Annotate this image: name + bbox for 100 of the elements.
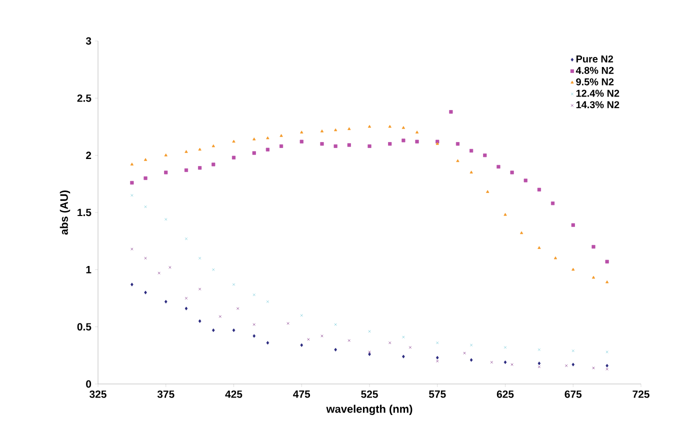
point: [490, 360, 494, 364]
point: [402, 126, 406, 129]
y-tick-label: 0.5: [77, 323, 92, 331]
point: [198, 148, 202, 151]
point: [470, 344, 473, 346]
point: [572, 268, 575, 271]
point: [334, 144, 338, 148]
point: [184, 237, 188, 240]
point: [347, 143, 351, 147]
point: [300, 140, 304, 144]
point: [510, 363, 514, 366]
point: [232, 140, 236, 143]
point: [456, 142, 460, 146]
legend-label: Pure N2: [576, 55, 614, 63]
point: [252, 323, 256, 326]
point: [130, 248, 134, 250]
point: [130, 162, 134, 166]
legend-label: 4.8% N2: [576, 66, 614, 74]
point: [198, 166, 202, 170]
x-tick-label: 575: [428, 390, 446, 398]
point: [266, 341, 270, 345]
point: [388, 142, 392, 146]
point: [144, 158, 148, 161]
point: [510, 170, 514, 174]
point: [130, 282, 134, 286]
point: [164, 300, 168, 304]
point: [286, 322, 290, 325]
point: [300, 314, 303, 317]
point: [198, 288, 202, 290]
point: [571, 223, 575, 227]
y-tick-label: 3: [86, 37, 92, 45]
point: [164, 170, 168, 174]
point: [606, 350, 608, 354]
point: [144, 290, 147, 294]
point: [266, 136, 270, 140]
point: [408, 346, 412, 349]
x-axis-title: wavelength (nm): [326, 404, 412, 416]
point: [402, 138, 406, 142]
point: [266, 300, 270, 303]
point: [524, 178, 528, 182]
point: [348, 127, 351, 130]
point: [334, 128, 338, 132]
point: [554, 256, 558, 260]
point: [436, 341, 439, 344]
point: [334, 348, 337, 352]
point: [300, 130, 304, 134]
point: [212, 144, 215, 148]
x-tick-label: 525: [361, 390, 378, 398]
point: [232, 328, 236, 332]
point: [236, 307, 240, 310]
point: [158, 272, 160, 274]
point: [402, 354, 405, 358]
point: [486, 190, 490, 193]
point: [252, 151, 256, 155]
x-tick-label: 425: [225, 390, 242, 398]
point: [164, 218, 168, 221]
point: [449, 110, 453, 114]
point: [470, 358, 473, 362]
point: [470, 148, 474, 153]
point: [232, 283, 236, 286]
point: [144, 205, 147, 208]
point: [504, 212, 507, 216]
point: [456, 159, 460, 162]
point: [415, 140, 419, 144]
point: [368, 330, 371, 333]
point: [252, 138, 256, 140]
point: [538, 362, 541, 366]
y-tick-label: 2: [86, 152, 92, 159]
point: [606, 364, 608, 368]
point: [198, 319, 202, 323]
y-axis-title: abs (AU): [60, 190, 70, 235]
point: [212, 328, 215, 332]
point: [436, 356, 439, 360]
point: [572, 349, 574, 352]
legend-label: 14.3% N2: [576, 101, 620, 108]
point: [232, 156, 236, 160]
point: [463, 352, 466, 354]
point: [402, 336, 405, 338]
point: [320, 334, 324, 338]
point: [537, 188, 541, 192]
point: [320, 130, 324, 132]
point: [279, 144, 284, 148]
point: [606, 368, 608, 370]
point: [368, 124, 372, 128]
point: [504, 346, 507, 349]
point: [212, 162, 216, 166]
x-tick-label: 725: [632, 390, 650, 398]
point: [198, 256, 202, 260]
point: [334, 323, 337, 326]
x-tick-label: 375: [157, 390, 174, 398]
point: [504, 360, 507, 364]
point: [212, 268, 215, 271]
point: [144, 176, 148, 180]
point: [130, 194, 134, 197]
point: [164, 154, 168, 156]
point: [184, 168, 188, 172]
point: [252, 334, 256, 338]
point: [592, 276, 596, 279]
point: [307, 338, 310, 341]
point: [415, 130, 419, 134]
